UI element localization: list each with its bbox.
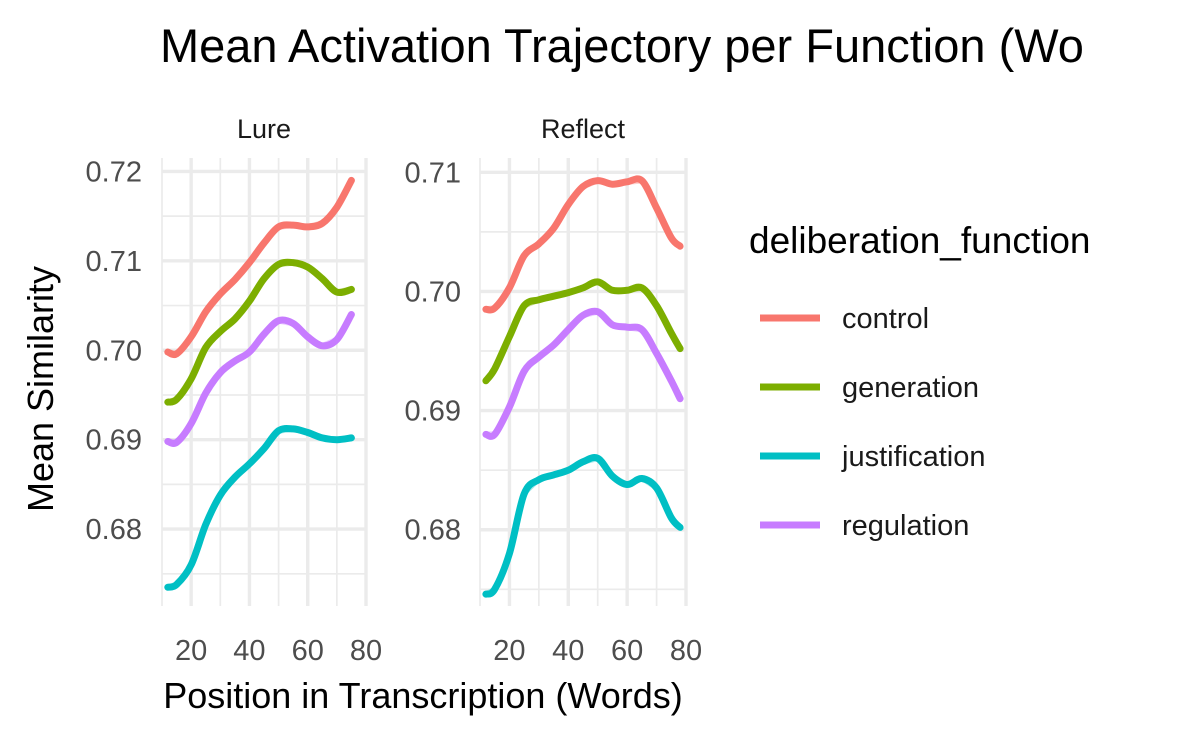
- y-tick-label: 0.69: [86, 425, 142, 457]
- x-tick-label: 20: [493, 635, 525, 667]
- series-line-control: [164, 176, 355, 359]
- facet-panel-reflect: Reflect 0.68 0.69 0.70 0.71 20 40 60 80: [405, 114, 703, 667]
- y-tick-label: 0.70: [86, 335, 142, 367]
- y-tick-label: 0.71: [86, 246, 142, 278]
- series-line-justification: [164, 424, 355, 591]
- y-tick-label: 0.68: [405, 515, 461, 547]
- facet-strip-label: Reflect: [541, 114, 626, 144]
- facet-strip-label: Lure: [237, 114, 291, 144]
- legend-label-generation: generation: [842, 372, 979, 404]
- x-tick-label: 20: [175, 635, 207, 667]
- x-axis-title: Position in Transcription (Words): [163, 675, 683, 716]
- y-tick-label: 0.72: [86, 156, 142, 188]
- facet-panel-lure: Lure 0.68 0.69 0.70 0.71 0.72 20 40 60 80: [86, 114, 383, 667]
- series-line-justification: [482, 454, 684, 598]
- y-tick-label: 0.71: [405, 157, 461, 189]
- series-line-control: [482, 175, 684, 314]
- y-tick-label: 0.68: [86, 514, 142, 546]
- legend-label-regulation: regulation: [842, 510, 969, 542]
- y-tick-label: 0.69: [405, 396, 461, 428]
- legend: deliberation_function control generation j…: [749, 220, 1090, 542]
- series-line-generation: [164, 258, 355, 406]
- legend-label-justification: justification: [841, 441, 985, 473]
- x-tick-label: 60: [611, 635, 643, 667]
- y-axis-title: Mean Similarity: [20, 266, 61, 512]
- series-line-regulation: [164, 311, 355, 447]
- chart-title: Mean Activation Trajectory per Function …: [160, 19, 1084, 72]
- x-tick-label: 60: [292, 635, 324, 667]
- legend-label-control: control: [842, 303, 929, 335]
- x-tick-label: 80: [670, 635, 702, 667]
- series-line-regulation: [482, 307, 684, 440]
- x-tick-label: 80: [350, 635, 382, 667]
- legend-title: deliberation_function: [749, 220, 1090, 261]
- series-line-generation: [482, 278, 684, 385]
- y-tick-label: 0.70: [405, 276, 461, 308]
- x-tick-label: 40: [233, 635, 265, 667]
- x-tick-label: 40: [552, 635, 584, 667]
